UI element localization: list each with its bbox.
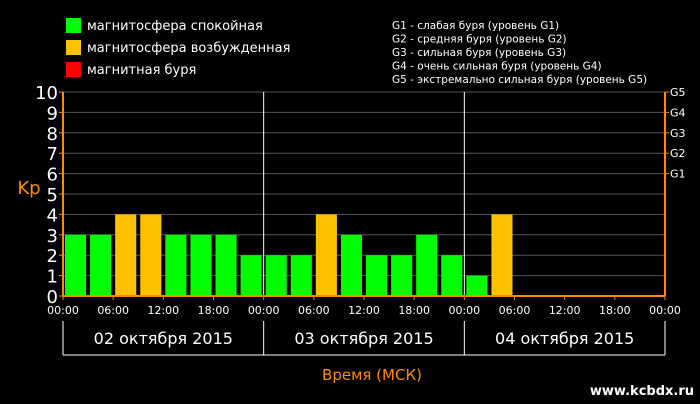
x-tick-label: 06:00 xyxy=(499,304,531,317)
kp-bar xyxy=(165,234,187,296)
g-level-label: G1 xyxy=(670,168,686,181)
y-tick-label: 5 xyxy=(47,185,58,206)
kp-bar xyxy=(391,255,413,296)
kp-bar xyxy=(265,255,287,296)
y-tick-label: 8 xyxy=(47,124,58,145)
y-axis-label: Kp xyxy=(17,178,40,199)
kp-bar xyxy=(65,234,87,296)
storm-scale-item: G2 - средняя буря (уровень G2) xyxy=(392,34,567,46)
legend-label: магнитосфера спокойная xyxy=(87,19,263,34)
storm-scale-item: G1 - слабая буря (уровень G1) xyxy=(392,20,559,32)
x-tick-label: 00:00 xyxy=(649,304,681,317)
x-tick-label: 18:00 xyxy=(198,304,230,317)
g-level-label: G2 xyxy=(670,147,686,160)
kp-bar xyxy=(466,275,488,296)
y-tick-label: 9 xyxy=(47,103,58,124)
day-label: 03 октября 2015 xyxy=(294,329,433,348)
x-tick-label: 06:00 xyxy=(97,304,129,317)
watermark: www.kcbdx.ru xyxy=(590,384,694,399)
kp-bar xyxy=(240,255,262,296)
kp-bar xyxy=(416,234,438,296)
y-tick-label: 0 xyxy=(47,287,58,308)
storm-scale-item: G3 - сильная буря (уровень G3) xyxy=(392,47,566,59)
kp-bar xyxy=(115,214,137,296)
kp-bar xyxy=(366,255,388,296)
x-tick-label: 00:00 xyxy=(248,304,280,317)
legend-swatch xyxy=(66,18,81,33)
x-tick-label: 00:00 xyxy=(448,304,480,317)
kp-bar xyxy=(441,255,463,296)
y-tick-label: 4 xyxy=(47,205,58,226)
kp-bar xyxy=(491,214,513,296)
kp-bar xyxy=(90,234,112,296)
y-tick-label: 1 xyxy=(47,267,58,288)
legend-swatch xyxy=(66,62,81,77)
y-tick-label: 3 xyxy=(47,226,58,247)
storm-scale-legend: G1 - слабая буря (уровень G1) G2 - средня… xyxy=(392,20,647,86)
kp-bar xyxy=(215,234,237,296)
legend-swatch xyxy=(66,40,81,55)
legend-label: магнитная буря xyxy=(87,63,196,78)
kp-bar xyxy=(140,214,162,296)
kp-bar xyxy=(190,234,212,296)
kp-bar xyxy=(290,255,312,296)
x-tick-label: 06:00 xyxy=(298,304,330,317)
g-level-label: G4 xyxy=(670,106,686,119)
legend: магнитосфера спокойная магнитосфера возбу… xyxy=(66,18,290,78)
kp-bar xyxy=(340,234,362,296)
y-tick-label: 10 xyxy=(35,83,58,104)
bars-group xyxy=(65,214,513,296)
x-tick-label: 00:00 xyxy=(47,304,79,317)
y-tick-label: 7 xyxy=(47,144,58,165)
storm-scale-item: G5 - экстремально сильная буря (уровень … xyxy=(392,74,647,86)
chart-grid xyxy=(63,91,665,296)
y-tick-label: 6 xyxy=(47,165,58,186)
x-tick-label: 12:00 xyxy=(348,304,380,317)
legend-label: магнитосфера возбужденная xyxy=(87,41,290,56)
x-tick-label: 12:00 xyxy=(147,304,179,317)
kp-bar xyxy=(315,214,337,296)
storm-scale-item: G4 - очень сильная буря (уровень G4) xyxy=(392,61,602,73)
x-tick-label: 18:00 xyxy=(398,304,430,317)
x-axis-label: Время (МСК) xyxy=(322,366,422,384)
g-level-label: G3 xyxy=(670,127,686,140)
x-tick-label: 18:00 xyxy=(599,304,631,317)
x-tick-label: 12:00 xyxy=(549,304,581,317)
y-tick-label: 2 xyxy=(47,246,58,267)
day-label: 04 октября 2015 xyxy=(495,329,634,348)
day-label: 02 октября 2015 xyxy=(94,329,233,348)
g-level-label: G5 xyxy=(670,86,686,99)
